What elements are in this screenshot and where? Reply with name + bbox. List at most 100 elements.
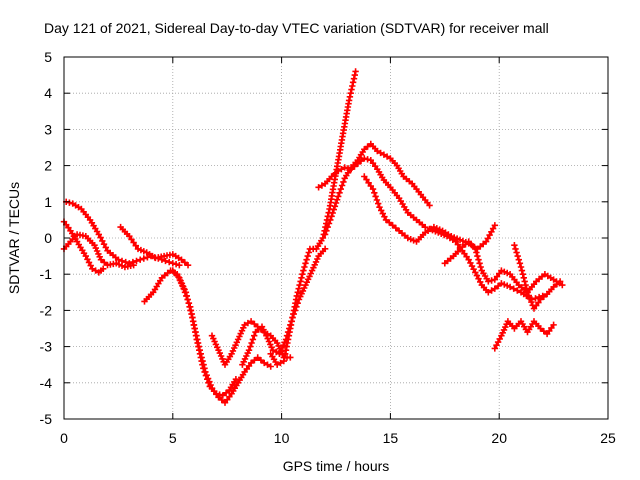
data-point xyxy=(559,281,566,289)
data-point xyxy=(303,256,310,263)
data-point xyxy=(540,293,547,300)
data-point xyxy=(249,336,257,343)
data-point xyxy=(130,261,137,269)
data-point xyxy=(97,234,104,241)
series-arc-15 xyxy=(491,318,557,352)
data-point xyxy=(373,196,381,204)
data-point xyxy=(329,209,336,217)
data-point xyxy=(327,216,334,224)
data-point xyxy=(251,332,258,339)
data-point xyxy=(475,256,482,263)
data-point xyxy=(325,220,333,227)
data-point xyxy=(219,392,226,399)
x-tick-label: 0 xyxy=(60,430,68,446)
data-point xyxy=(364,156,371,163)
data-point xyxy=(197,350,204,357)
data-point xyxy=(550,321,557,329)
data-point xyxy=(304,252,311,260)
data-point xyxy=(426,202,433,209)
y-tick-label: -2 xyxy=(40,302,53,318)
data-point xyxy=(510,285,517,292)
data-point xyxy=(349,82,356,90)
data-point xyxy=(491,222,499,229)
data-point xyxy=(162,257,169,265)
series-arc-11 xyxy=(321,140,433,238)
data-point xyxy=(372,193,379,200)
data-point xyxy=(66,199,73,206)
data-point xyxy=(488,277,495,284)
series-line xyxy=(269,70,357,366)
data-point xyxy=(518,267,526,274)
data-point xyxy=(489,225,497,232)
y-tick-label: -3 xyxy=(40,339,53,355)
data-point xyxy=(491,285,498,292)
ticks xyxy=(63,56,609,420)
data-point xyxy=(200,361,207,368)
data-point xyxy=(222,389,230,396)
data-point xyxy=(371,189,378,196)
data-point xyxy=(300,267,307,274)
y-tick-label: 2 xyxy=(44,158,52,174)
data-point xyxy=(257,357,265,364)
data-point xyxy=(341,164,348,171)
data-point xyxy=(241,321,248,329)
series-arc-5 xyxy=(141,267,240,399)
data-point xyxy=(519,271,526,278)
data-point xyxy=(178,256,185,263)
x-tick-label: 5 xyxy=(169,430,177,446)
data-point xyxy=(183,292,190,300)
data-point xyxy=(140,255,147,262)
data-point xyxy=(247,359,255,367)
data-point xyxy=(305,249,312,256)
series-arc-9 xyxy=(267,68,359,368)
data-point xyxy=(169,260,176,267)
data-point xyxy=(201,365,208,372)
data-point xyxy=(526,295,534,302)
x-tick-label: 25 xyxy=(600,430,616,446)
data-point xyxy=(331,203,339,210)
data-point xyxy=(486,231,493,239)
data-point xyxy=(514,252,521,260)
data-point xyxy=(485,278,492,285)
data-point xyxy=(513,249,520,256)
data-point xyxy=(321,245,329,253)
data-point xyxy=(247,343,254,350)
data-point xyxy=(375,200,382,207)
x-axis-title: GPS time / hours xyxy=(283,458,390,474)
data-point xyxy=(295,285,302,292)
data-point xyxy=(506,283,514,291)
data-point xyxy=(361,155,368,162)
series-arc-7 xyxy=(208,318,294,368)
x-tick-label: 20 xyxy=(491,430,507,446)
data-point xyxy=(352,68,359,75)
data-point xyxy=(99,237,106,245)
data-point xyxy=(277,359,284,367)
data-point xyxy=(337,185,344,193)
data-point xyxy=(357,157,365,165)
data-point xyxy=(476,260,483,267)
series-arc-14 xyxy=(441,238,566,296)
data-point xyxy=(386,219,393,226)
data-point xyxy=(346,93,354,100)
data-point xyxy=(137,256,144,263)
data-point xyxy=(89,265,96,272)
y-tick-label: -4 xyxy=(40,375,53,391)
data-point xyxy=(528,298,535,306)
data-point xyxy=(315,184,322,191)
data-point xyxy=(369,185,377,193)
data-point xyxy=(166,258,173,266)
data-point xyxy=(525,292,532,299)
data-point xyxy=(333,196,341,203)
data-point xyxy=(485,289,492,296)
x-tick-label: 15 xyxy=(383,430,399,446)
data-point xyxy=(330,206,337,213)
data-point xyxy=(248,339,255,347)
data-point xyxy=(202,368,209,376)
y-tick-label: -5 xyxy=(40,411,53,427)
data-point xyxy=(97,256,105,263)
data-point xyxy=(340,178,347,186)
data-point xyxy=(319,234,327,242)
data-point xyxy=(520,274,527,281)
